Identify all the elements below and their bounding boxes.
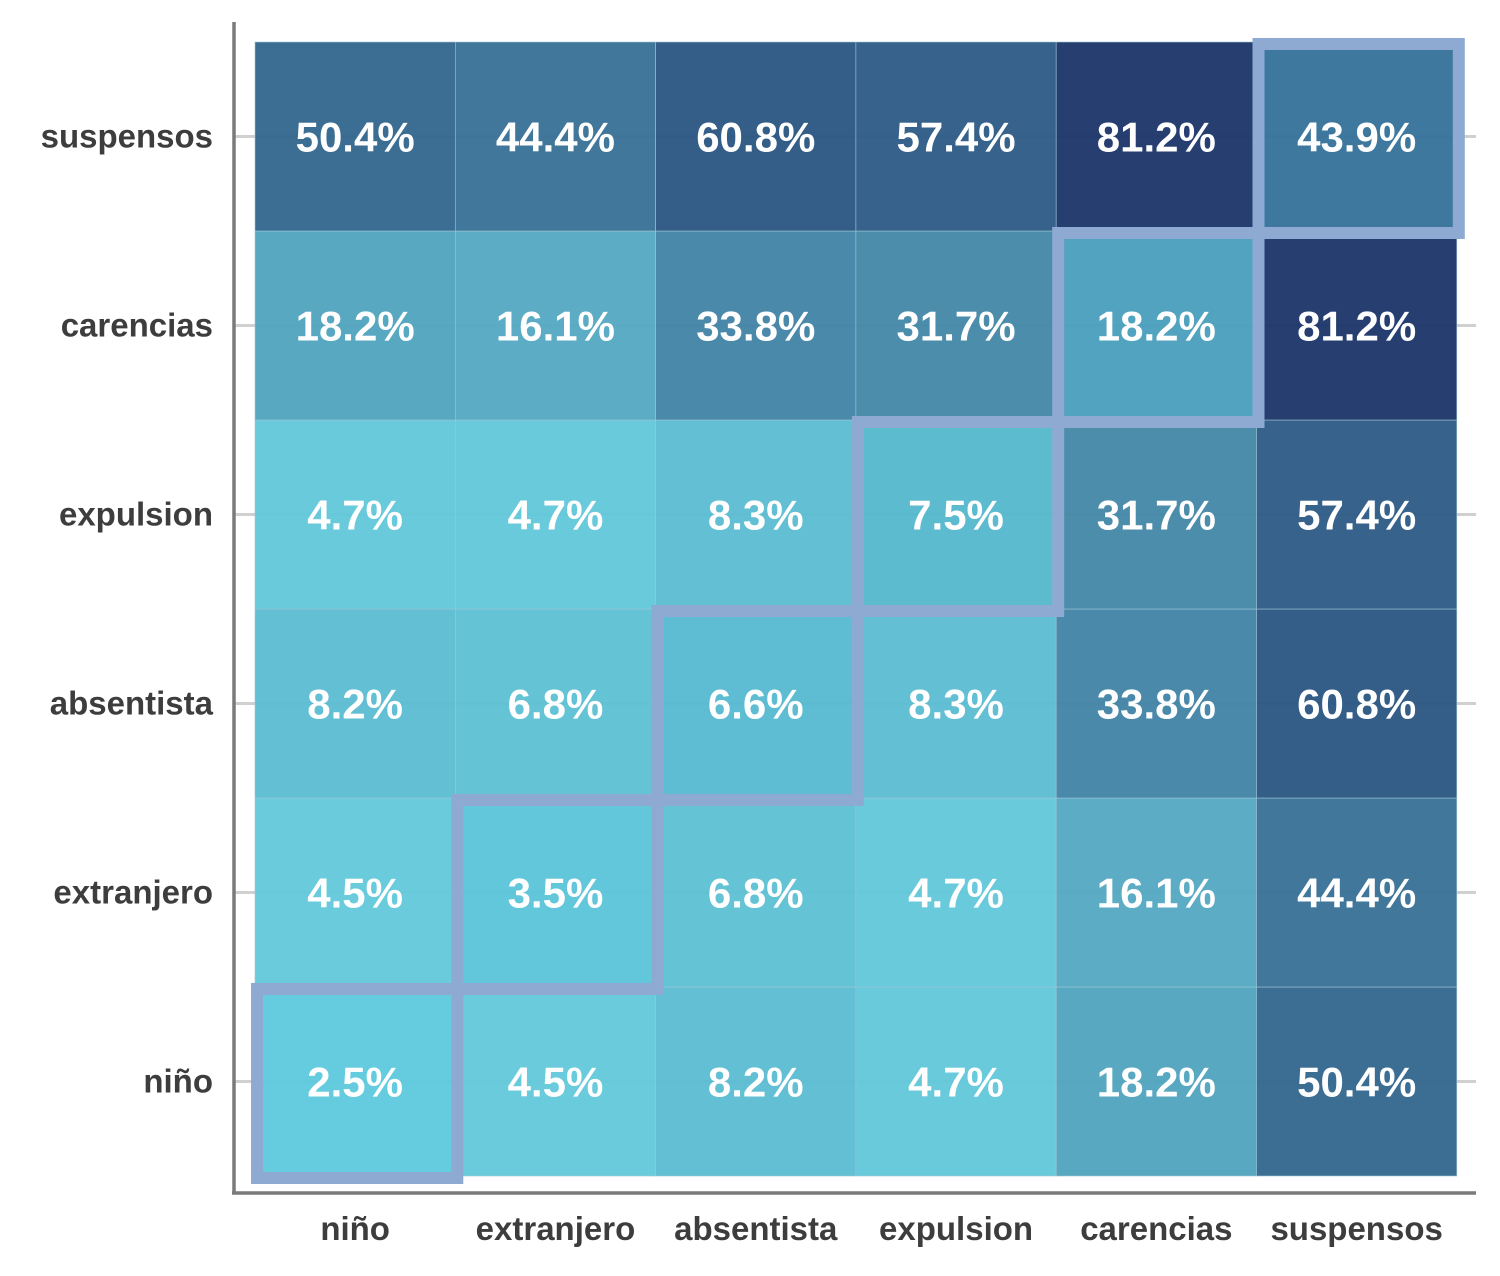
- heatmap-cell: [655, 41, 857, 232]
- cell-value-label: 8.3%: [908, 681, 1004, 728]
- cell-value-label: 60.8%: [1297, 681, 1416, 728]
- heatmap-cell: [855, 41, 1057, 232]
- cell-value-label: 31.7%: [1097, 492, 1216, 539]
- x-tick-label-2: absentista: [674, 1210, 838, 1247]
- cell-value-label: 81.2%: [1297, 303, 1416, 350]
- cell-value-label: 44.4%: [496, 114, 615, 161]
- heatmap-cell: [254, 608, 456, 799]
- cell-value-label: 50.4%: [1297, 1059, 1416, 1106]
- diagonal-highlight-extranjero: [451, 794, 664, 995]
- heatmap-cell: [454, 608, 656, 799]
- heatmap-cell: [254, 419, 456, 610]
- diagonal-highlights: [251, 38, 1465, 1184]
- cell-value-label: 16.1%: [1097, 870, 1216, 917]
- cell-value-label: 8.2%: [307, 681, 403, 728]
- heatmap-cell: [1055, 230, 1257, 421]
- cell-value-label: 3.5%: [508, 870, 604, 917]
- diagonal-highlight-niño: [251, 983, 464, 1184]
- y-tick-label-3: expulsion: [59, 496, 213, 533]
- cell-value-label: 8.2%: [708, 1059, 804, 1106]
- y-tick-label-5: suspensos: [41, 118, 213, 155]
- x-tick-label-3: expulsion: [879, 1210, 1033, 1247]
- heatmap-cell: [1256, 986, 1458, 1177]
- cell-value-label: 60.8%: [696, 114, 815, 161]
- diagonal-highlight-absentista: [651, 605, 864, 806]
- heatmap-cell: [254, 986, 456, 1177]
- cell-value-label: 6.6%: [708, 681, 804, 728]
- cell-value-label: 43.9%: [1297, 114, 1416, 161]
- cell-value-label: 18.2%: [296, 303, 415, 350]
- x-tick-label-1: extranjero: [476, 1210, 636, 1247]
- cell-value-label: 8.3%: [708, 492, 804, 539]
- cell-value-label: 44.4%: [1297, 870, 1416, 917]
- cell-labels: 2.5% 4.5% 8.2% 4.7% 18.2% 50.4% 4.5% 3.5% 6.8% 4.…: [296, 114, 1417, 1106]
- cell-value-label: 50.4%: [296, 114, 415, 161]
- y-tick-label-0: niño: [143, 1063, 213, 1100]
- cell-value-label: 2.5%: [307, 1059, 403, 1106]
- cell-value-label: 6.8%: [508, 681, 604, 728]
- cell-value-label: 18.2%: [1097, 303, 1216, 350]
- cell-value-label: 33.8%: [1097, 681, 1216, 728]
- heatmap-cell: [655, 797, 857, 988]
- x-tick-label-0: niño: [320, 1210, 390, 1247]
- heatmap-cells: [254, 41, 1458, 1177]
- heatmap-cell: [855, 419, 1057, 610]
- y-tick-label-1: extranjero: [53, 874, 213, 911]
- cell-value-label: 18.2%: [1097, 1059, 1216, 1106]
- cell-value-label: 4.7%: [908, 870, 1004, 917]
- cell-value-label: 4.7%: [908, 1059, 1004, 1106]
- cell-value-label: 7.5%: [908, 492, 1004, 539]
- diagonal-highlight-expulsion: [851, 416, 1065, 617]
- y-tick-label-2: absentista: [50, 685, 214, 722]
- heatmap-cell: [454, 230, 656, 421]
- axes: niño extranjero absentista expulsion carenci…: [41, 22, 1476, 1247]
- heatmap-cell: [655, 419, 857, 610]
- heatmap-cell: [254, 230, 456, 421]
- heatmap-cell: [1055, 608, 1257, 799]
- heatmap-cell: [454, 986, 656, 1177]
- cell-value-label: 4.7%: [307, 492, 403, 539]
- heatmap-cell: [254, 797, 456, 988]
- heatmap-cell: [1256, 230, 1458, 421]
- heatmap-cell: [1055, 797, 1257, 988]
- heatmap-cell: [1055, 986, 1257, 1177]
- cell-value-label: 57.4%: [897, 114, 1016, 161]
- cell-value-label: 31.7%: [897, 303, 1016, 350]
- heatmap-cell: [655, 230, 857, 421]
- heatmap-cell: [254, 41, 456, 232]
- cell-value-label: 57.4%: [1297, 492, 1416, 539]
- heatmap-cell: [855, 230, 1057, 421]
- cell-value-label: 16.1%: [496, 303, 615, 350]
- heatmap-cell: [655, 986, 857, 1177]
- x-tick-label-4: carencias: [1080, 1210, 1232, 1247]
- heatmap-cell: [1055, 41, 1257, 232]
- x-tick-label-5: suspensos: [1270, 1210, 1442, 1247]
- cell-value-label: 33.8%: [696, 303, 815, 350]
- heatmap-cell: [1055, 419, 1257, 610]
- heatmap-cell: [1256, 797, 1458, 988]
- cell-value-label: 6.8%: [708, 870, 804, 917]
- heatmap-cell: [454, 797, 656, 988]
- cell-value-label: 4.5%: [307, 870, 403, 917]
- diagonal-highlight-suspensos: [1252, 38, 1465, 239]
- heatmap-cell: [454, 41, 656, 232]
- heatmap-cell: [855, 797, 1057, 988]
- heatmap-cell: [1256, 419, 1458, 610]
- cell-value-label: 81.2%: [1097, 114, 1216, 161]
- y-tick-label-4: carencias: [61, 307, 213, 344]
- diagonal-highlight-carencias: [1052, 227, 1265, 428]
- cell-value-label: 4.7%: [508, 492, 604, 539]
- heatmap-cell: [454, 419, 656, 610]
- cell-value-label: 4.5%: [508, 1059, 604, 1106]
